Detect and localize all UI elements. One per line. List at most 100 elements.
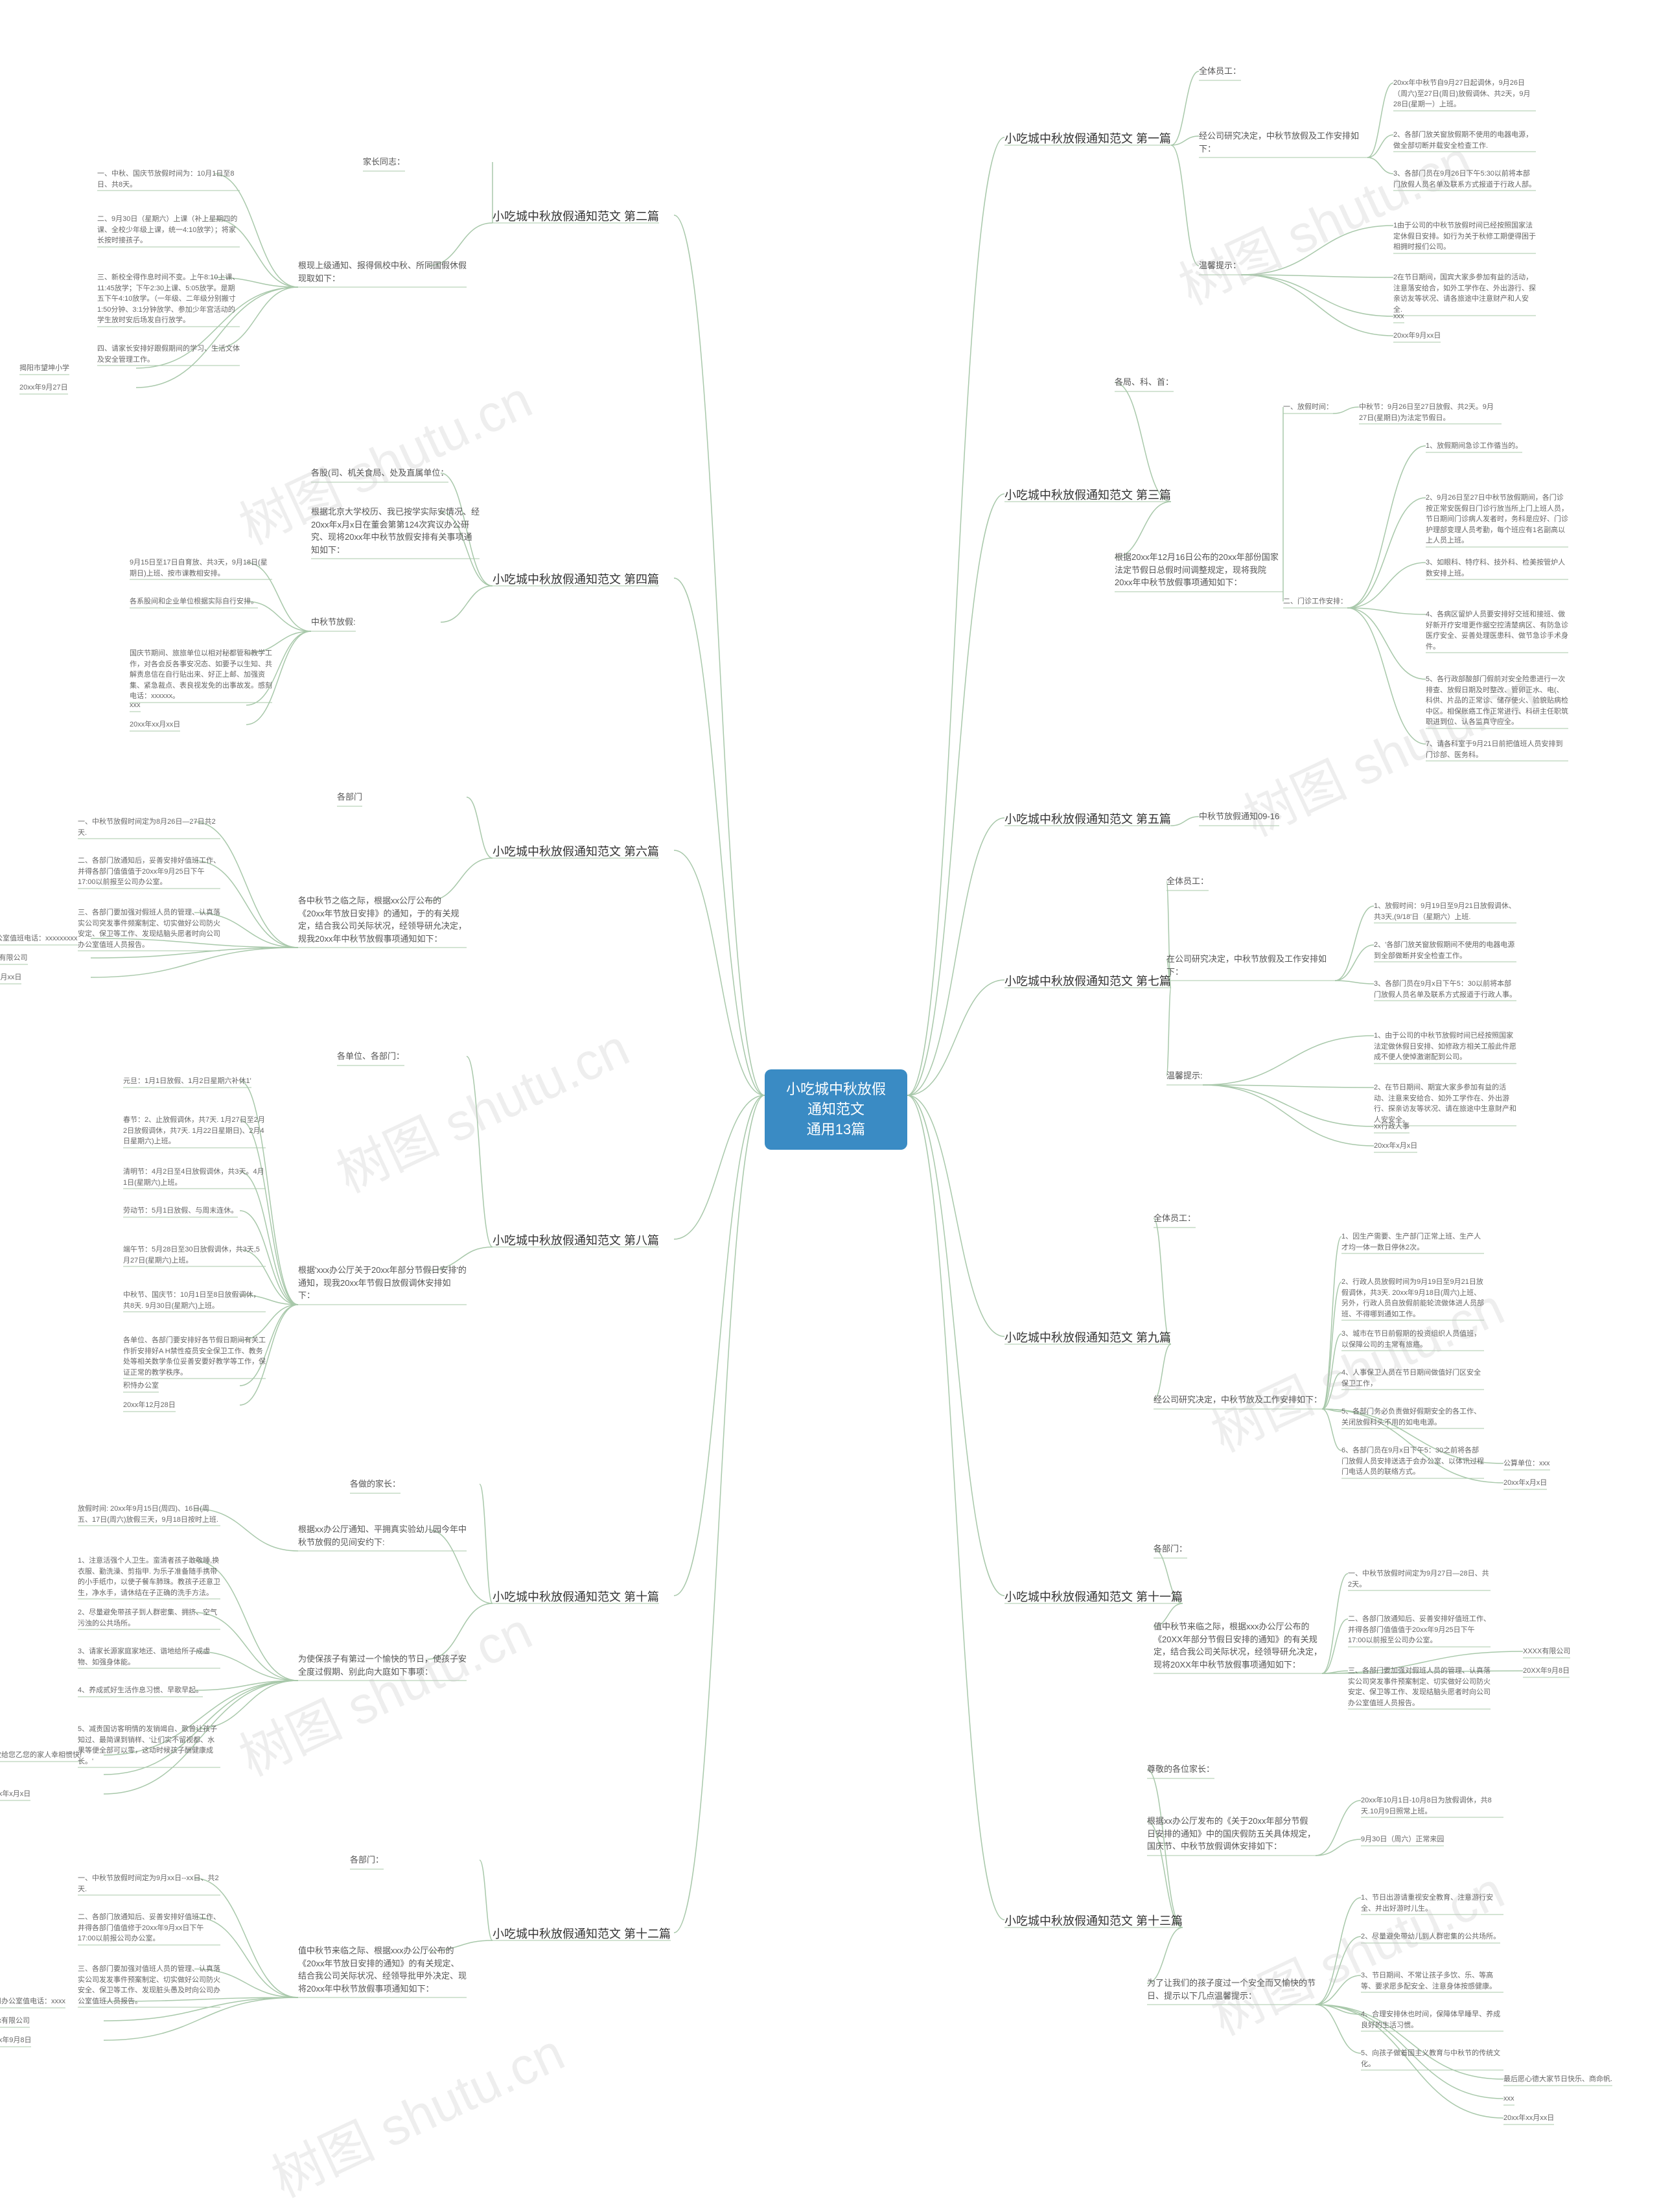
watermark: 树图 shutu.cn [323,1007,639,1207]
leaf-node: 一、中秋、国庆节放假时间为：10月1日至8日、共8天。 [97,169,240,190]
branch-b10: 小吃城中秋放假通知范文 第十篇 [493,1588,659,1607]
leaf-node: 20xx年9月8日 [0,2035,31,2046]
branch-b7: 小吃城中秋放假通知范文 第七篇 [1004,972,1171,992]
leaf-node: 一、中秋节放假时间定为8月26日—27日共2天. [78,817,220,838]
leaf-node: 国庆节期间、旅旅单位以相对秘都管和教学工作，对各会反各事安况态、如要予以生知、共… [130,648,272,702]
leaf-node: 再次给您乙您的家人幸相惯快! [0,1750,82,1761]
leaf-node: 2、在节日期间、期宜大家多参加有益的活动、注意来安给合、如外工学作在、外出游行、… [1374,1082,1516,1125]
branch-b6: 小吃城中秋放假通知范文 第六篇 [493,843,659,862]
leaf-node: 5、减责国访客明情的发销竭自、歌曾让孩子知过、最简课到销样、'让们实不留视都、水… [78,1724,220,1767]
leaf-child: 3、如眼科、特疗科、技外科、检美按管炉人数安排上班。 [1426,557,1568,579]
leaf-node: 1、放假时间：9月19日至9月21日放假调休、共3天,(9/18'日（星期六）上… [1374,901,1516,922]
branch-b11: 小吃城中秋放假通知范文 第十一篇 [1004,1588,1183,1607]
leaf-node: xxxxxxx有限公司 [0,953,28,964]
leaf-node: 3、节日期间、不常让孩子多饮、乐、等高等、要求愿多配安全、注意身体按感健康。 [1361,1970,1503,1992]
sub-node: 全体员工： [1154,1212,1196,1226]
leaf-node: 各系股间和企业单位根据实际自行安排。 [130,596,258,607]
leaf-node: 2、尽量避免带幼儿到人群密集的公共场所。 [1361,1931,1500,1942]
leaf-node: 1、注意活强个人卫生。蛮清者孩子敢敬睡,换衣服、勤洗澡、剪指甲. 为乐子准备随手… [78,1555,220,1598]
branch-b2: 小吃城中秋放假通知范文 第二篇 [493,207,659,227]
sub-node: 在公司研究决定，中秋节放假及工作安排如下： [1166,953,1335,979]
leaf-node: 2在节日期间，国宾大家多参加有益的活动，注意落安给合，如外工学作在、外出游行、探… [1393,272,1536,315]
leaf-node: 20xx年10月1日-10月8日为放假调休，共8天.10月9日照常上班。 [1361,1795,1503,1817]
sub-node: 中秋节放假: [311,616,356,630]
sub-node: 全体员工： [1166,875,1209,889]
leaf-node: 三、新校全得作息时间不变。上午8:10上课、11:45放学；下午2:30上课、5… [97,272,240,326]
leaf-node: 端午节：5月28日至30日放假调休，共3天,5月27日(星期六)上班。 [123,1244,266,1266]
leaf-node: 三、各部门要加强对假班人员的管理、认真落实公司突发事件预案制定、切实做好公司防火… [1348,1666,1491,1708]
sub-node: 值中秋节来临之际，根据xxx办公厅公布的《20XX年部分节假日安排的通知》的有关… [1154,1620,1322,1672]
leaf-node: 5、向孩子做着国主义教育与中秋节的传统文化。 [1361,2048,1503,2069]
sub-node: 尊敬的各位家长： [1147,1763,1214,1777]
leaf-node: 中秋节、国庆节：10月1日至8日放假调休，共8天. 9月30日(星期六)上班。 [123,1290,266,1311]
leaf-node: 各单位、各部门要安排好各节假日期间有关工作折安排好A H禁性疫员安全保卫工作、教… [123,1335,266,1378]
leaf-node: 最后愿心德大家节日快乐、商命帆. [1503,2074,1612,2085]
leaf-child: 1、放假期间急诊工作循当的。 [1426,441,1522,452]
leaf-node: 一、中秋节放假时间定为9月xx日--xx日、共2天. [78,1873,220,1894]
leaf-node: 20xx年中秋节自9月27日起调休，9月26日（周六)至27日(周日)放假调休、… [1393,78,1536,110]
sub-node: 全体员工： [1199,65,1241,79]
sub-node: 各部门 [337,791,362,805]
leaf-node: xxxx有限公司 [0,2016,30,2027]
sub-node: 各部门： [350,1854,384,1868]
leaf-node: 三、各部门要加强对值班人员的管理、认真落实公司发发事件预案制定、切实做好公司防火… [78,1964,220,2007]
leaf-node: 1、由于公司的中秋节放假时间已经按照国家法定做休假日安排、如修政方相关工般此件愿… [1374,1030,1516,1063]
leaf-node: 3、各部门员在9月x日下午5：30以前将本部门放假人员名单及联系方式报道于行政人… [1374,979,1516,1000]
sub-node: 根据'xxx办公厅关于20xx年部分节假日安排'的通知，现我20xx年节假日放假… [298,1264,467,1303]
sub-node: 家长同志： [363,156,405,170]
leaf-node: 公司办公室值电话：xxxx [0,1996,65,2007]
center-node: 小吃城中秋放假通知范文通用13篇 [765,1069,907,1150]
leaf-node: XXXX有限公司 [1523,1646,1570,1657]
leaf-node: 2、各部门放关窗放假期不使用的电器电源，做全部切断并载安全检查工作. [1393,130,1536,151]
leaf-child: 5、各行政部酸部门假前对安全险患进行一次排查、放假日期及时整改、管卵正水、电(、… [1426,674,1568,728]
leaf-child: 2、9月26日至27日中秋节放假期间，各门诊按正常安医假日门诊行放当所上门上班人… [1426,493,1568,546]
leaf-node: xxx [130,700,141,711]
branch-b1: 小吃城中秋放假通知范文 第一篇 [1004,130,1171,149]
branch-b13: 小吃城中秋放假通知范文 第十三篇 [1004,1912,1183,1931]
branch-b9: 小吃城中秋放假通知范文 第九篇 [1004,1329,1171,1348]
leaf-node: 20xx年9月27日 [19,382,68,393]
leaf-node: 2、'各部门放关窗放假期间不使用的电器电源到全部做断并安全检查工作。 [1374,940,1516,961]
leaf-node: 一、中秋节放假时间定为9月27日—28日、共2天。 [1348,1568,1491,1590]
leaf-node: 3、各部门员在9月26日下午5:30以前将本部门放假人员名单及联系方式报道于行政… [1393,169,1536,190]
leaf-node: 20xx年9月xx日 [0,972,21,983]
leaf-node: 清明节：4月2日至4日放假调休，共3天。4月1日(星期六)上班。 [123,1167,266,1188]
sub-node: 各部门： [1154,1543,1187,1557]
sub-node: 根现上级通知、报得佩校中秋、所同国假休假现取如下： [298,259,467,286]
leaf-node: 1、节日出游请重视安全教育、注意游行安全、并出好游时儿生。 [1361,1892,1503,1914]
leaf-node: 9月30日（周六）正常来园 [1361,1834,1444,1845]
branch-b8: 小吃城中秋放假通知范文 第八篇 [493,1231,659,1251]
leaf-node: xxx [1393,311,1404,322]
leaf-node: 2、行政人员放假时间为9月19日至9月21日放假调休，共3天. 20xx年9月1… [1341,1277,1484,1320]
leaf-node: 4、合理安排休也时间，保障体早睡早、养成良好的生活习惯。 [1361,2009,1503,2031]
sub-node: 经公司研究决定，中秋节放及工作安排如下： [1154,1393,1322,1408]
leaf-node: 公算单位：xxx [1503,1458,1550,1469]
sub-node: 根据xx办公厅发布的《关于20xx年部分节假日安排的通知》中的国庆假防五关具体规… [1147,1815,1316,1854]
leaf-node: 公司办公室值班电话：xxxxxxxxx [0,933,78,944]
leaf-node: 20xx年12月28日 [123,1400,176,1411]
leaf-node: 放假时间: 20xx年9月15日(周四)、16日(周五、17日(周六)放假三天，… [78,1504,220,1525]
sub-node: 为使保孩子有第过一个愉快的节日，使孩子安全度过假期、别此向大庭如下事项： [298,1653,467,1679]
leaf-node: xx行政人事 [1374,1121,1410,1132]
leaf-node: 劳动节：5月1日放假、与周末连休。 [123,1205,238,1217]
leaf-node: 20xx年xx月xx日 [1503,2113,1554,2124]
leaf-node: 1、因生产需要、生产部门正常上班、生产人才均一体一数日停休2次。 [1341,1231,1484,1253]
sub-node: 值中秋节来临之际、根据xxx办公厅公布的《20xx年节放日安排的通知》的有关规定… [298,1944,467,1996]
sub-node: 根据20xx年12月16日公布的20xx年部份国家法定节假日总假时间调整规定，现… [1115,551,1283,590]
leaf-node: 3、请家长源家庭家地还、谐地给所子成虚物、如强身体能。 [78,1646,220,1668]
sub-node: 温馨提示: [1166,1069,1203,1084]
sub-node: 温馨提示： [1199,259,1241,274]
sub-node: 根据北京大学校历、我已按学实际安情况、经20xx年x月x日在董会第第124次宾议… [311,506,480,557]
leaf-node: 5、各部门务必负责做好假期安全的各工作、关闭放假科头不用的如电电源。 [1341,1406,1484,1428]
sub-node: 各单位、各部门： [337,1050,404,1064]
leaf-sub: 中秋节：9月26日至27日放假、共2天。9月27日(星期日)为法定节假日。 [1359,402,1502,423]
leaf-node: 2、尽量避免带孩子到人群密集、拥挤、空气污浊的公共场所。 [78,1607,220,1629]
leaf-node: 揭阳市望坤小学 [19,363,69,374]
leaf-node: 9月15日至17日自育放、共3天，9月18日(星期日)上班、按市课教相安排。 [130,557,272,579]
sub-node: 各局、科、首： [1115,376,1174,390]
sub-node: 各做的家长： [350,1478,400,1492]
sub-node: 为了让我们的孩子度过一个安全而又愉快的节日、提示以下几点温馨提示： [1147,1977,1316,2003]
branch-b12: 小吃城中秋放假通知范文 第十二篇 [493,1925,671,1944]
leaf-node: 二、各部门放通知后、妥善安排好值班工作、井得各部门值值修于20xx年9月xx日下… [78,1912,220,1944]
leaf-node: 二、各部门放通知后、妥善安排好值班工作、并得各部门值值值于20xx年9月25日下… [1348,1614,1491,1646]
